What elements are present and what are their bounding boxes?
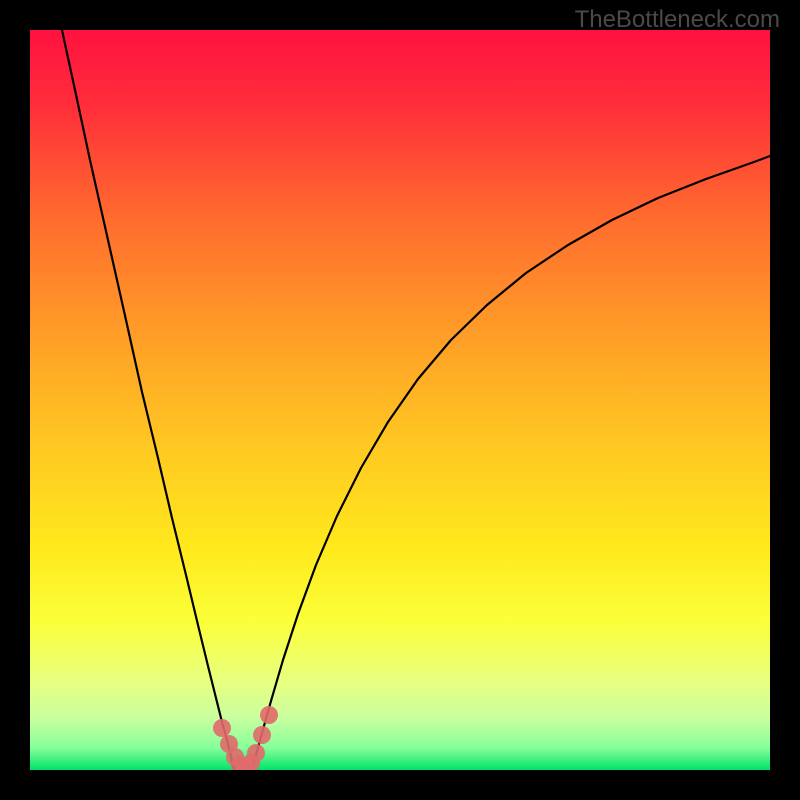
valley-dot	[260, 706, 278, 724]
valley-dot	[213, 719, 231, 737]
watermark-text: TheBottleneck.com	[575, 6, 780, 34]
right-curve	[251, 156, 770, 770]
plot-area	[30, 30, 770, 770]
valley-dots	[213, 706, 278, 770]
valley-dot	[253, 726, 271, 744]
curves-layer	[30, 30, 770, 770]
valley-dot	[247, 744, 265, 762]
chart-frame: TheBottleneck.com	[0, 0, 800, 800]
left-curve	[62, 30, 235, 770]
